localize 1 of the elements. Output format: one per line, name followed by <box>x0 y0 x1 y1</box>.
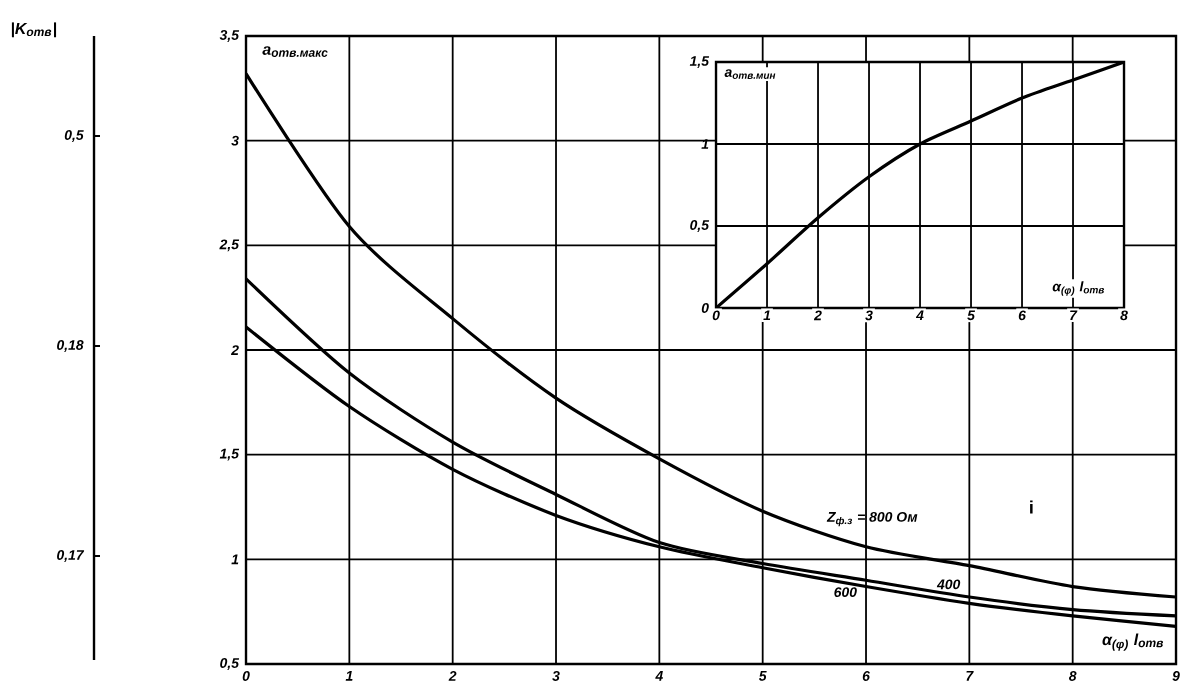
annotation: i <box>1030 500 1033 514</box>
